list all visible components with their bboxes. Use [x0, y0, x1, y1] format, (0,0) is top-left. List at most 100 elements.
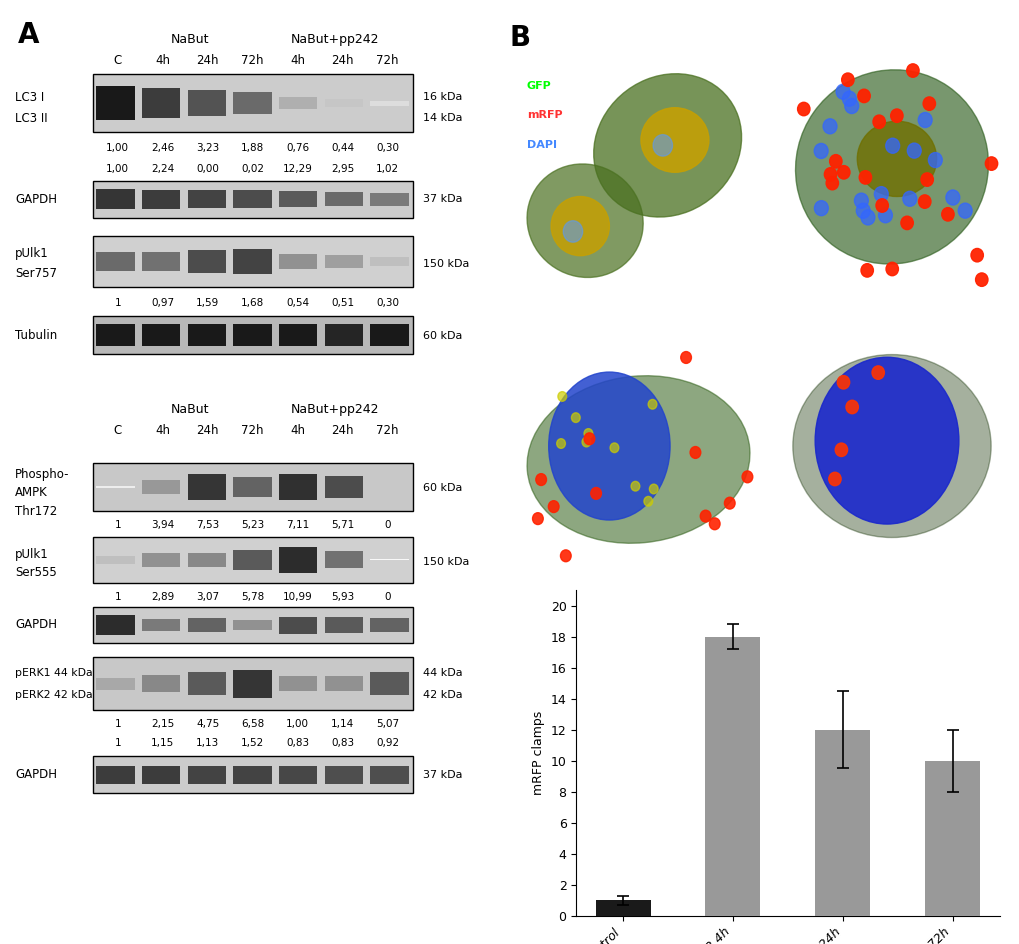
Bar — [233, 477, 271, 497]
Text: 60 kDa: 60 kDa — [422, 483, 462, 493]
Text: 24h: 24h — [197, 424, 219, 437]
Text: pUlk1: pUlk1 — [15, 247, 49, 261]
Text: 24h: 24h — [331, 54, 354, 67]
Ellipse shape — [550, 196, 608, 256]
Text: 1,52: 1,52 — [240, 737, 264, 748]
Bar — [705, 636, 760, 916]
Text: pUlk1: pUlk1 — [15, 548, 49, 561]
Text: NaBut+pp242: NaBut+pp242 — [290, 403, 379, 416]
Circle shape — [828, 155, 842, 168]
Circle shape — [652, 135, 672, 156]
Text: 0,51: 0,51 — [331, 298, 354, 308]
Text: GAPDH: GAPDH — [15, 618, 57, 632]
Circle shape — [647, 399, 656, 409]
Text: 4,75: 4,75 — [196, 719, 219, 729]
Text: 37 kDa: 37 kDa — [422, 770, 462, 780]
Text: Tubulin: Tubulin — [15, 329, 57, 342]
Bar — [233, 620, 271, 631]
Bar — [324, 767, 363, 784]
Bar — [279, 254, 317, 269]
Circle shape — [941, 208, 953, 221]
Bar — [279, 616, 317, 633]
Circle shape — [918, 194, 930, 209]
Circle shape — [584, 433, 594, 445]
Text: DAPI: DAPI — [527, 140, 556, 150]
Circle shape — [957, 203, 971, 218]
Circle shape — [559, 549, 571, 562]
Bar — [595, 901, 650, 916]
Text: C: C — [113, 54, 121, 67]
Bar — [96, 766, 135, 784]
Text: 150 kDa: 150 kDa — [422, 557, 469, 567]
Circle shape — [708, 518, 719, 530]
Text: 24h: 24h — [197, 54, 219, 67]
Text: GAPDH: GAPDH — [15, 193, 57, 206]
Circle shape — [920, 173, 932, 186]
Bar — [93, 463, 412, 512]
Circle shape — [742, 471, 752, 482]
Circle shape — [906, 64, 918, 77]
Circle shape — [643, 497, 652, 506]
Circle shape — [845, 400, 858, 413]
Text: 72h: 72h — [242, 424, 264, 437]
Text: GAPDH: GAPDH — [15, 768, 57, 782]
Text: AMPK: AMPK — [15, 486, 48, 499]
Circle shape — [690, 447, 700, 459]
Text: 1,00: 1,00 — [285, 719, 309, 729]
Text: 0,83: 0,83 — [331, 737, 354, 748]
Bar — [142, 190, 180, 209]
Text: 72h: 72h — [242, 54, 264, 67]
Bar — [187, 672, 226, 695]
Bar — [96, 556, 135, 564]
Circle shape — [631, 481, 639, 491]
Bar — [324, 99, 363, 108]
Text: 44 kDa: 44 kDa — [422, 668, 462, 678]
Text: 1: 1 — [114, 719, 121, 729]
Circle shape — [984, 157, 997, 170]
Circle shape — [813, 143, 827, 159]
Bar — [279, 767, 317, 784]
Text: NaBut+pp242 24h: NaBut+pp242 24h — [527, 320, 647, 332]
Circle shape — [582, 437, 590, 447]
Circle shape — [649, 484, 657, 494]
Circle shape — [827, 472, 841, 486]
Text: 150 kDa: 150 kDa — [422, 259, 469, 269]
Bar — [279, 97, 317, 110]
Circle shape — [970, 248, 982, 261]
Circle shape — [875, 199, 888, 212]
Bar — [370, 617, 409, 632]
Circle shape — [700, 510, 710, 522]
Bar — [924, 761, 979, 916]
Bar — [93, 537, 412, 583]
Text: NaBut+pp242: NaBut+pp242 — [290, 33, 379, 46]
Text: 5,71: 5,71 — [330, 520, 354, 531]
Bar — [142, 553, 180, 566]
Text: 2,15: 2,15 — [151, 719, 174, 729]
Bar — [93, 756, 412, 794]
Circle shape — [823, 168, 836, 181]
Circle shape — [836, 84, 849, 99]
Circle shape — [873, 187, 888, 202]
Text: pERK1 44 kDa: pERK1 44 kDa — [15, 668, 93, 678]
Text: 1,88: 1,88 — [240, 143, 264, 153]
Text: 1,00: 1,00 — [106, 164, 129, 174]
Bar — [324, 617, 363, 632]
Bar — [93, 657, 412, 710]
Text: 1: 1 — [114, 592, 121, 602]
Text: 1: 1 — [114, 520, 121, 531]
Circle shape — [860, 263, 872, 278]
Bar — [324, 476, 363, 498]
Text: 2,95: 2,95 — [330, 164, 354, 174]
Circle shape — [871, 366, 883, 379]
Circle shape — [532, 513, 543, 525]
Bar — [187, 190, 226, 209]
Text: 1,15: 1,15 — [151, 737, 174, 748]
Bar — [233, 324, 271, 346]
Text: 1,00: 1,00 — [106, 143, 129, 153]
Text: 3,23: 3,23 — [196, 143, 219, 153]
Ellipse shape — [792, 355, 990, 537]
Bar — [142, 766, 180, 784]
Bar — [233, 766, 271, 784]
Bar — [370, 672, 409, 695]
Circle shape — [857, 89, 869, 103]
